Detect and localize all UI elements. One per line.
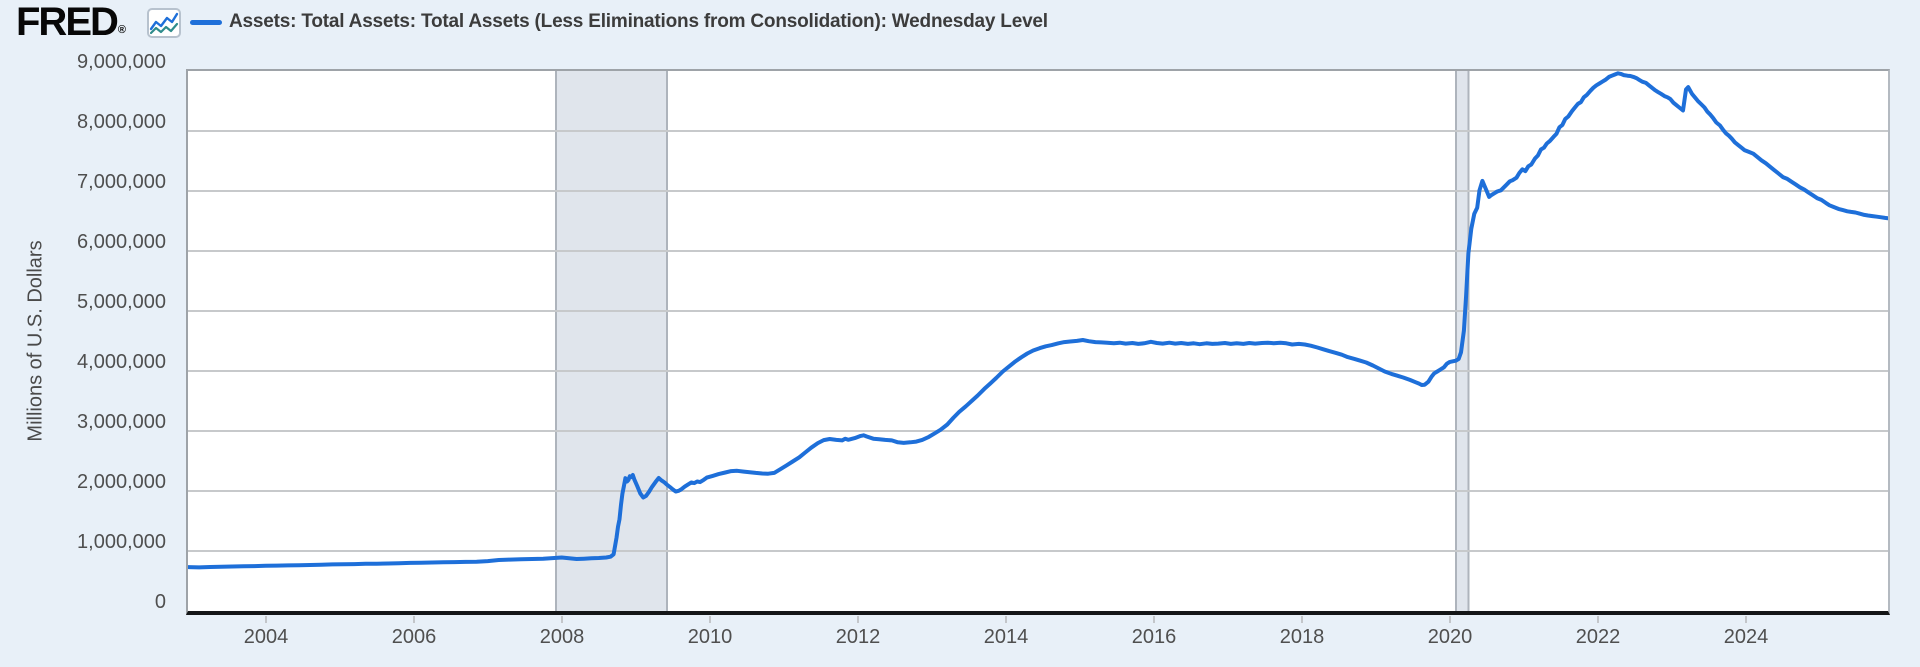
y-tick-label: 7,000,000 (77, 171, 166, 193)
x-tick (1449, 616, 1451, 623)
data-line (188, 71, 1888, 570)
y-tick-label: 6,000,000 (77, 231, 166, 253)
y-tick-label: 5,000,000 (77, 291, 166, 313)
x-tick-label: 2008 (539, 626, 585, 648)
legend-line-swatch (190, 20, 222, 25)
y-tick-label: 0 (154, 591, 166, 613)
x-tick (1005, 616, 1007, 623)
recession-band-edge (1467, 71, 1470, 611)
x-tick (265, 616, 267, 623)
x-tick-label: 2012 (835, 626, 881, 648)
recession-band-edge (665, 71, 668, 611)
x-tick (1597, 616, 1599, 623)
x-tick-label: 2022 (1575, 626, 1621, 648)
x-tick-label: 2014 (983, 626, 1029, 648)
x-tick (1153, 616, 1155, 623)
x-tick-label: 2006 (391, 626, 437, 648)
recession-band-edge (554, 71, 557, 611)
x-tick-label: 2004 (243, 626, 289, 648)
legend-label: Assets: Total Assets: Total Assets (Less… (229, 11, 1048, 32)
y-tick-label: 1,000,000 (77, 531, 166, 553)
y-tick-label: 4,000,000 (77, 351, 166, 373)
fred-sparkline-icon (147, 8, 181, 38)
y-tick-label: 2,000,000 (77, 471, 166, 493)
x-tick-label: 2016 (1131, 626, 1177, 648)
recession-band-edge (1454, 71, 1457, 611)
x-tick (1301, 616, 1303, 623)
y-tick-label: 3,000,000 (77, 411, 166, 433)
plot-area[interactable] (186, 69, 1890, 615)
fred-logo[interactable]: FRED® (16, 0, 126, 52)
x-tick-label: 2010 (687, 626, 733, 648)
x-tick (413, 616, 415, 623)
x-tick (561, 616, 563, 623)
y-tick-label: 8,000,000 (77, 111, 166, 133)
registered-mark: ® (117, 24, 126, 36)
header: FRED® Assets: Total Assets: Total Assets… (0, 0, 1920, 48)
x-tick (857, 616, 859, 623)
x-tick (1745, 616, 1747, 623)
chart-canvas (188, 71, 1888, 611)
recession-band (555, 71, 667, 611)
x-tick (709, 616, 711, 623)
y-tick-label: 9,000,000 (77, 51, 166, 73)
fred-logo-text: FRED (16, 0, 119, 44)
x-tick-label: 2018 (1279, 626, 1325, 648)
x-tick-label: 2024 (1723, 626, 1769, 648)
x-tick-label: 2020 (1427, 626, 1473, 648)
